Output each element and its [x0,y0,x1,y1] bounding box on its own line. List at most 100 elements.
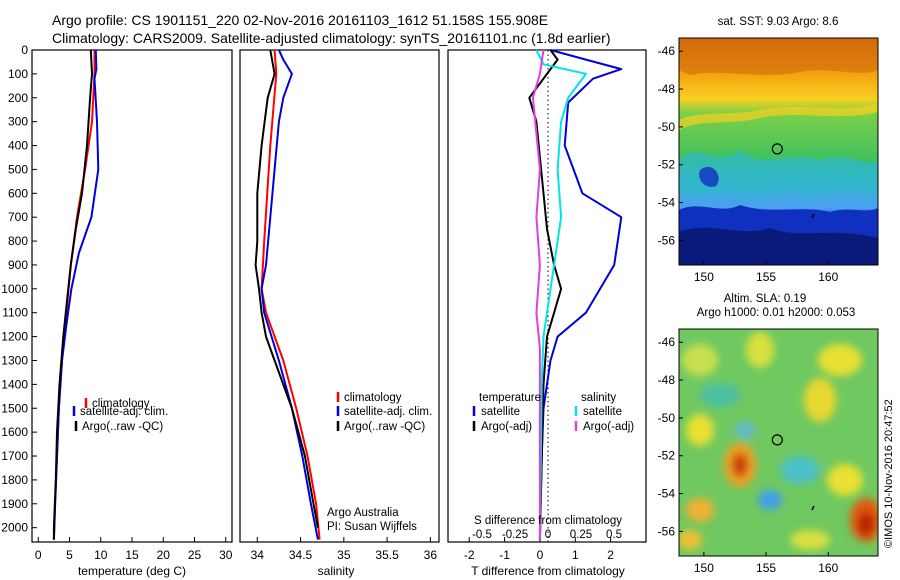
y-tick-label: 1900 [1,497,28,511]
sla-map-axes: 150 155 160 -46 -48 -50 -52 -54 -56 [658,335,839,575]
temperature-xlabel: temperature (deg C) [78,564,186,578]
float-track [811,505,815,511]
x-tick-label: -1 [499,548,510,562]
legend-label-temperature-argo: Argo(-adj) [481,421,532,433]
difference-legend: temperature salinity satellite Argo(-adj… [472,392,634,433]
sst-map-frame [678,37,879,266]
temperature-x-axis: 0 5 10 15 20 25 30 [35,537,233,562]
sla-map-panel: Altim. SLA: 0.19 Argo h1000: 0.01 h2000:… [658,293,879,575]
series-line-argo-raw-qc- [52,49,93,540]
series-line-climatology [260,49,321,540]
lat-tick-label: -46 [658,335,676,349]
legend-header-temperature: temperature [479,392,541,404]
x-tick-label: 35 [337,548,351,562]
difference-x-axis: -2 -1 0 1 2 -0.5 -0.25 0 0.25 0.5 [464,529,622,562]
salinity-panel: 34 34.5 35 35.5 36 salinity climatology sate… [239,49,440,578]
x-tick-label: 2 [607,548,614,562]
lat-tick-label: -56 [658,524,676,538]
lon-tick-label: 155 [756,270,776,284]
lat-tick-label: -56 [658,233,676,247]
institution-annotation: Argo Australia [327,507,399,519]
y-tick-label: 1800 [1,473,28,487]
top-x-tick-label: -0.25 [502,529,528,541]
x-tick-label: 5 [66,548,73,562]
y-tick-label: 1100 [2,306,28,320]
y-tick-label: 1000 [1,282,28,296]
sst-map-image [679,38,878,265]
argo-position-marker [771,434,783,446]
x-tick-label: 15 [125,548,139,562]
sla-map-image [679,329,878,556]
y-tick-label: 400 [8,139,28,153]
salinity-xlabel: salinity [318,564,355,578]
x-tick-label: 10 [94,548,108,562]
sst-map-panel: sat. SST: 9.03 Argo: 8.6 150 155 160 -46 -48… [658,16,879,284]
lon-tick-label: 160 [818,270,838,284]
series-line-temperature-argo-adj- [528,49,563,540]
y-tick-label: 1600 [1,425,28,439]
salinity-legend: climatology satellite-adj. clim. Argo(..… [336,392,432,433]
temperature-plot-frame [31,49,233,543]
y-tick-label: 1200 [1,330,28,344]
lat-tick-label: -46 [658,44,676,58]
top-x-tick-label: 0 [545,529,551,541]
x-tick-label: 25 [188,548,202,562]
legend-label-satellite: satellite-adj. clim. [80,406,168,418]
top-x-tick-label: -0.5 [472,529,492,541]
argo-position-marker [771,143,783,155]
x-tick-label: 30 [219,548,233,562]
lon-tick-label: 155 [756,561,776,575]
float-track [811,213,815,219]
sst-map-axes: 150 155 160 -46 -48 -50 -52 -54 -56 [658,44,839,284]
legend-label-salinity-argo: Argo(-adj) [583,421,634,433]
series-line-satellite-adj-clim- [260,49,319,540]
y-tick-label: 300 [8,115,28,129]
y-tick-label: 0 [21,43,28,57]
difference-plot-frame [447,49,647,543]
lat-tick-label: -54 [658,196,676,210]
y-tick-label: 2000 [1,521,28,535]
x-tick-label: 0 [537,548,544,562]
y-tick-label: 500 [8,162,28,176]
x-tick-label: 34 [251,548,265,562]
difference-series [528,49,623,540]
y-tick-label: 800 [8,234,28,248]
y-tick-label: 200 [8,91,28,105]
salinity-plot-frame [239,49,440,543]
temperature-series [52,49,100,540]
difference-xlabel: T difference from climatology [471,564,625,578]
lon-tick-label: 150 [694,270,714,284]
pi-annotation: PI: Susan Wijffels [327,521,417,533]
legend-label-argo: Argo(..raw -QC) [82,421,163,433]
sst-map-title: sat. SST: 9.03 Argo: 8.6 [718,16,839,28]
lon-tick-label: 150 [694,561,714,575]
lat-tick-label: -52 [658,449,676,463]
imos-credit: ©IMOS 10-Nov-2016 20:47:52 [883,399,895,548]
legend-label-argo: Argo(..raw -QC) [344,421,425,433]
y-tick-label: 1300 [1,353,28,367]
legend-label-climatology: climatology [344,392,402,404]
series-line-salinity-argo-adj- [531,49,545,540]
sla-map-title-line2: Argo h1000: 0.01 h2000: 0.053 [697,307,856,319]
depth-axis: 0 100 200 300 400 500 600 700 800 900 1000 1100 1200… [1,43,37,535]
top-x-tick-label: 0.5 [606,529,622,541]
x-tick-label: 35.5 [375,548,399,562]
y-tick-label: 100 [8,67,28,81]
y-tick-label: 700 [8,210,28,224]
figure-title-line1: Argo profile: CS 1901151_220 02-Nov-2016… [52,12,548,28]
lon-tick-label: 160 [818,561,838,575]
sla-map-title-line1: Altim. SLA: 0.19 [724,293,806,305]
series-line-argo-raw-qc- [254,49,319,528]
top-x-tick-label: 0.25 [570,529,592,541]
y-tick-label: 1400 [1,377,28,391]
salinity-x-axis: 34 34.5 35 35.5 36 [251,537,437,562]
legend-label-temperature-satellite: satellite [481,406,520,418]
lat-tick-label: -52 [658,158,676,172]
legend-label-climatology: climatology [92,398,150,410]
y-tick-label: 1700 [1,449,28,463]
y-tick-label: 900 [8,258,28,272]
difference-top-xlabel: S difference from climatology [474,515,622,527]
temperature-legend: climatology satellite-adj. clim. Argo(..… [72,398,168,433]
y-tick-label: 600 [8,186,28,200]
